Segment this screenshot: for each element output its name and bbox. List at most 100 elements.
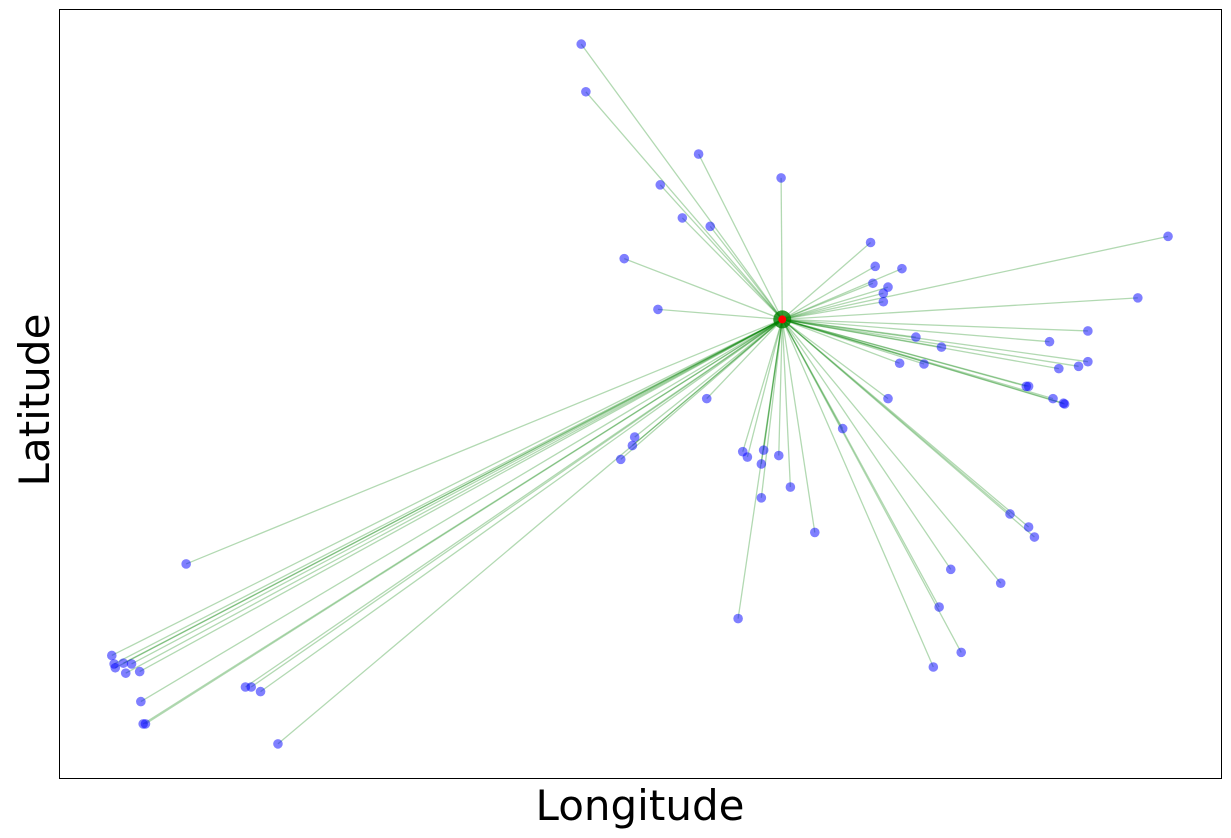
- data-point: [776, 173, 786, 183]
- connection-line: [706, 318, 783, 400]
- connection-line: [782, 318, 1050, 343]
- data-point: [897, 263, 907, 274]
- connection-line: [782, 282, 874, 321]
- connection-line: [746, 319, 783, 458]
- data-point: [627, 440, 638, 451]
- data-point: [756, 493, 767, 503]
- connection-lines: [111, 43, 1169, 745]
- connection-line: [782, 297, 1138, 321]
- connection-line: [781, 319, 792, 488]
- data-point: [1133, 293, 1143, 303]
- connection-line: [782, 292, 884, 321]
- connection-line: [781, 242, 872, 320]
- connection-line: [782, 318, 1027, 387]
- plot-area: [59, 9, 1222, 779]
- connection-line: [763, 319, 783, 451]
- data-point: [615, 454, 626, 465]
- data-point: [995, 578, 1006, 588]
- data-point: [1073, 361, 1084, 372]
- connection-line: [782, 301, 884, 321]
- connection-line: [659, 184, 783, 320]
- connection-line: [631, 318, 783, 447]
- data-point: [1054, 363, 1064, 374]
- data-point: [653, 304, 663, 315]
- connection-line: [580, 43, 783, 320]
- connection-line: [782, 318, 942, 348]
- connection-line: [781, 265, 876, 320]
- data-point: [655, 180, 666, 190]
- data-point: [110, 662, 121, 673]
- data-point: [956, 647, 967, 658]
- data-point: [911, 332, 921, 342]
- data-point: [118, 658, 129, 668]
- connection-line: [113, 318, 783, 665]
- connection-line: [657, 308, 783, 321]
- connection-line: [781, 318, 889, 400]
- connection-line: [782, 318, 1059, 370]
- connection-line: [760, 319, 783, 498]
- data-point: [629, 432, 640, 442]
- connection-line: [277, 318, 783, 745]
- data-point: [181, 559, 191, 569]
- connection-line: [781, 318, 1002, 584]
- connection-line: [781, 319, 940, 608]
- data-point: [870, 261, 881, 272]
- connection-line: [131, 318, 783, 665]
- connection-line: [780, 177, 783, 320]
- data-point: [928, 662, 939, 672]
- data-point: [945, 564, 956, 575]
- data-point: [1048, 393, 1058, 404]
- data-point: [693, 149, 704, 159]
- connection-line: [781, 319, 952, 570]
- data-point: [1083, 356, 1093, 367]
- connection-line: [782, 318, 1088, 363]
- connection-line: [114, 318, 783, 669]
- connection-line: [742, 319, 783, 452]
- data-point: [919, 359, 929, 369]
- data-point: [1059, 399, 1070, 409]
- connection-line: [782, 235, 1169, 321]
- data-point: [246, 682, 257, 692]
- data-point: [758, 445, 769, 455]
- connection-line: [782, 318, 900, 364]
- y-axis-label: Latitude: [10, 314, 59, 487]
- data-point: [936, 342, 947, 352]
- connection-line: [781, 319, 844, 429]
- data-point: [785, 482, 796, 492]
- connection-line: [782, 318, 1088, 332]
- data-point: [878, 288, 889, 299]
- data-point: [934, 602, 944, 612]
- connection-line: [781, 319, 816, 533]
- data-point: [810, 527, 820, 538]
- connection-line: [781, 318, 1011, 515]
- data-points: [106, 39, 1173, 749]
- data-point: [273, 739, 283, 749]
- connection-line: [620, 318, 783, 460]
- data-point: [576, 39, 587, 49]
- connection-line: [782, 318, 1079, 367]
- connection-line: [782, 318, 1054, 400]
- data-point: [1044, 336, 1055, 347]
- connection-line: [781, 318, 1035, 538]
- connection-line: [145, 318, 783, 725]
- data-point: [1029, 532, 1040, 542]
- connection-line: [623, 258, 783, 321]
- hub-center-point: [778, 315, 787, 324]
- data-point: [134, 666, 145, 677]
- data-point: [1163, 231, 1173, 242]
- data-point: [837, 423, 848, 434]
- connection-line: [250, 318, 783, 688]
- data-point: [255, 686, 266, 697]
- data-point: [126, 659, 137, 669]
- connection-line: [111, 318, 783, 657]
- data-point: [705, 221, 716, 232]
- data-point: [1023, 522, 1034, 532]
- data-point: [701, 393, 712, 404]
- data-point: [756, 459, 767, 469]
- connection-line: [737, 319, 783, 619]
- connection-line: [778, 319, 783, 456]
- connection-line: [185, 318, 783, 565]
- data-point: [894, 358, 905, 369]
- connection-line: [139, 318, 783, 673]
